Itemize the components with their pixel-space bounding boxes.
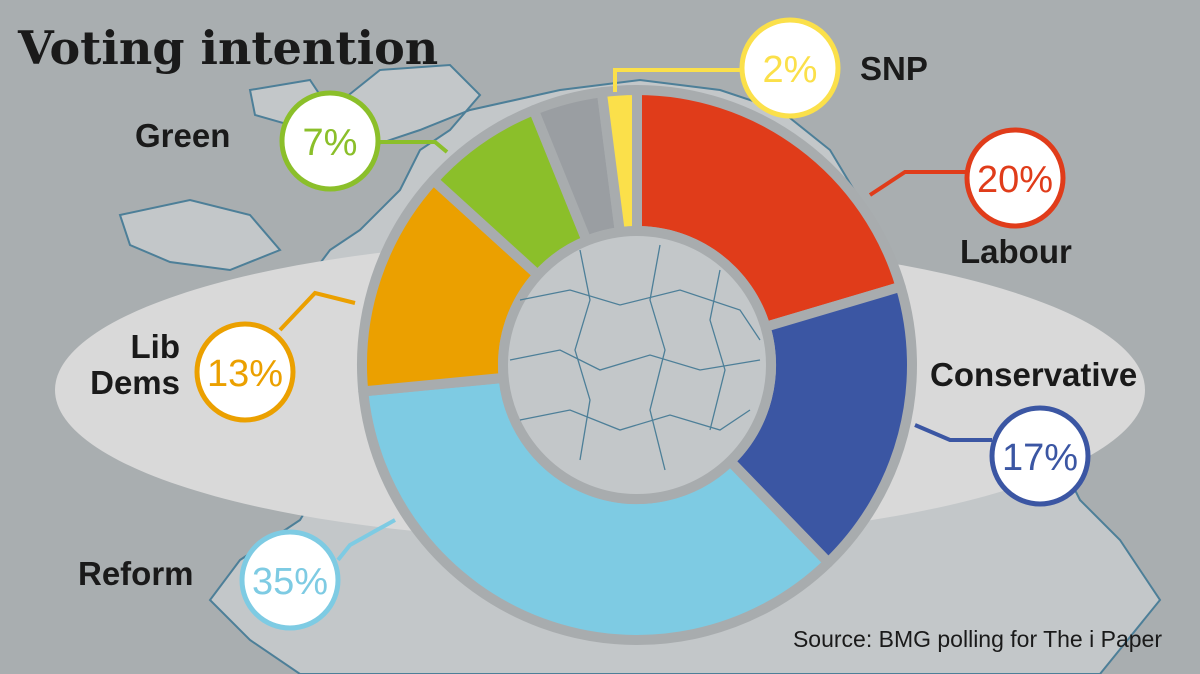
percent-label-reform: 35% [252, 561, 328, 603]
percent-label-snp: 2% [763, 49, 818, 91]
percent-label-conservative: 17% [1002, 437, 1078, 479]
percent-label-labour: 20% [977, 159, 1053, 201]
leader-line-reform [336, 518, 396, 562]
leader-line-labour [868, 170, 967, 197]
bubble-lib-dems [194, 321, 296, 423]
map-island [118, 198, 282, 272]
leader-line-green [378, 140, 449, 154]
source-note: Source: BMG polling for The i Paper [793, 626, 1162, 652]
bubble-conservative [989, 405, 1091, 507]
percent-label-green: 7% [303, 122, 358, 164]
bubble-green [279, 90, 381, 192]
map-regions [509, 244, 761, 471]
chart-title: Voting intention [17, 21, 438, 75]
party-label-reform: Reform [78, 555, 194, 592]
party-label-green: Green [135, 117, 230, 154]
bubble-reform [239, 529, 341, 631]
bubble-labour [964, 127, 1066, 229]
party-label-conservative: Conservative [930, 356, 1137, 393]
leader-line-conservative [914, 423, 992, 442]
bubble-snp [739, 17, 841, 119]
party-label-snp: SNP [860, 50, 928, 87]
leader-line-lib-dems [278, 290, 356, 332]
percent-label-lib-dems: 13% [207, 353, 283, 395]
callouts: 20% Labour 17% Conservative 35% Reform 13% Lib D… [78, 17, 1137, 631]
party-label-lib-dems: Lib Dems [90, 328, 180, 401]
party-label-labour: Labour [960, 233, 1072, 270]
leader-line-snp [613, 68, 742, 92]
